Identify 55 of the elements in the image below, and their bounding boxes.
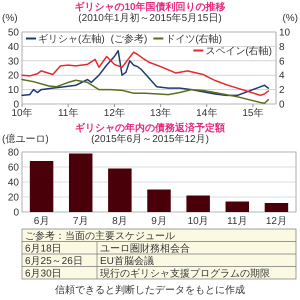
x-tick-label: 8月: [112, 216, 128, 227]
y-tick-label: 20: [8, 192, 20, 204]
text: ユーロ圏財務相会合: [100, 242, 190, 254]
text: 6月18日: [25, 244, 62, 254]
x-tick-label: 15年: [242, 107, 264, 119]
text: 6月25～26日: [25, 256, 83, 267]
x-tick-label: 6月: [34, 216, 50, 227]
y2-tick-label: 6: [279, 56, 285, 68]
x-tick-label: 10月: [188, 216, 209, 227]
chart-title: ギリシャの10年国債利回りの推移: [74, 1, 226, 13]
y-axis-title: (%): [2, 13, 18, 24]
y-axis-title: (億ユーロ): [2, 133, 49, 145]
y2-axis-title: (%): [282, 13, 298, 24]
legend-label: スペイン(右軸): [205, 45, 272, 57]
y-tick-label: 40: [8, 178, 20, 188]
y-tick-label: 80: [8, 148, 20, 158]
chart-title: ギリシャの年内の債務返済予定額: [75, 122, 225, 134]
y-tick-label: 30: [8, 56, 20, 68]
y-tick-label: 60: [8, 162, 20, 174]
x-tick-label: 11年: [58, 107, 78, 119]
y-tick-label: 10: [8, 85, 20, 96]
bar: [226, 202, 250, 212]
y-tick-label: 50: [8, 28, 20, 38]
text: 信頼できると判断したデータをもとに作成: [55, 284, 245, 296]
y-tick-label: 40: [8, 42, 20, 53]
chart-subtitle: (2010年1月初～2015年5月15日): [78, 12, 222, 24]
x-tick-label: 11月: [227, 216, 248, 227]
bar: [147, 190, 171, 212]
text: EU首脳会議: [100, 255, 154, 267]
text: ご参考：当面の主要スケジュール: [25, 230, 175, 242]
line-series: [21, 78, 270, 104]
bar: [68, 154, 92, 212]
x-tick-label: 9月: [151, 216, 167, 227]
annotation: (ご参考): [110, 33, 148, 45]
x-tick-label: 7月: [72, 216, 88, 227]
bar: [264, 203, 288, 212]
x-tick-label: 12年: [104, 107, 125, 119]
x-tick-label: 12月: [266, 216, 287, 227]
x-tick-label: 13年: [150, 107, 172, 119]
y2-tick-label: 0: [279, 100, 285, 110]
y2-tick-label: 2: [279, 85, 285, 96]
x-tick-label: 14年: [196, 107, 218, 119]
text: 6月30日: [25, 268, 62, 280]
y2-tick-label: 10: [279, 28, 291, 38]
text: 現行のギリシャ支援プログラムの期限: [100, 268, 270, 280]
chart-subtitle: (2015年6月～2015年12月): [91, 133, 209, 145]
y2-tick-label: 4: [279, 70, 285, 82]
legend-label: ギリシャ(左軸): [38, 33, 105, 45]
y2-tick-label: 8: [279, 42, 285, 53]
bar: [30, 161, 54, 212]
y-tick-label: 0: [13, 208, 20, 218]
bar: [108, 168, 132, 212]
y-tick-label: 20: [8, 70, 20, 82]
bar: [186, 196, 210, 212]
legend-label: ドイツ(右軸): [165, 33, 222, 45]
